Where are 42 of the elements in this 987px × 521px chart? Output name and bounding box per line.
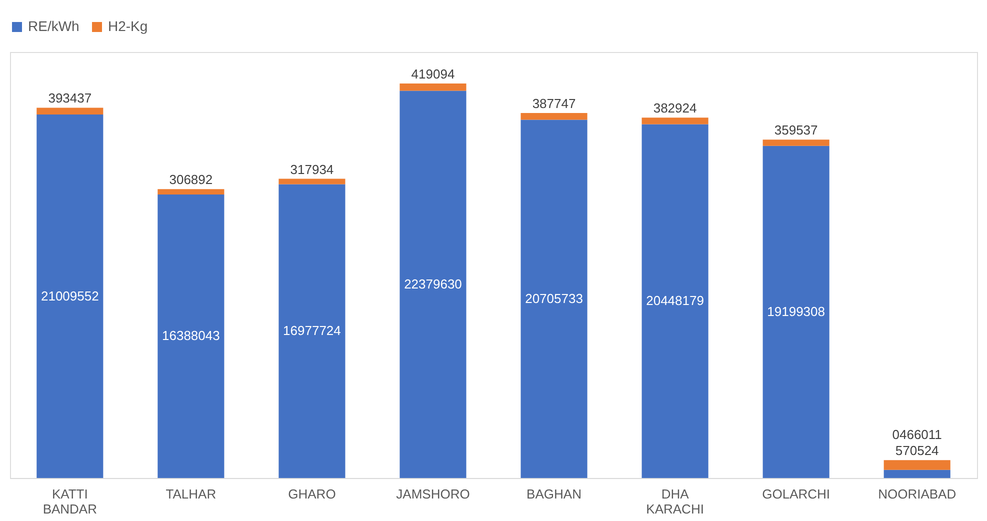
data-label: 16977724	[283, 323, 341, 338]
data-label: 393437	[48, 90, 92, 106]
x-tick-label: JAMSHORO	[396, 486, 470, 502]
bar	[520, 113, 588, 120]
x-tick-label: GHARO	[288, 486, 336, 502]
bar	[884, 460, 950, 470]
bar	[278, 184, 346, 478]
bar	[158, 194, 224, 478]
legend-label: H2-Kg	[108, 18, 148, 34]
data-label: 317934	[290, 162, 334, 177]
x-tick-label: TALHAR	[166, 486, 216, 502]
data-label: 21009552	[40, 288, 99, 304]
data-label: 359537	[774, 122, 818, 138]
bar	[400, 84, 466, 91]
bar	[642, 124, 708, 478]
data-label: 382924	[653, 100, 697, 116]
bar	[158, 189, 224, 194]
x-tick-label: DHA KARACHI	[646, 486, 704, 516]
x-tick-label: KATTI BANDAR	[42, 486, 97, 516]
bar	[762, 140, 830, 146]
data-label: 0466011	[892, 427, 942, 442]
bar	[400, 90, 466, 478]
data-label: 570524	[895, 443, 939, 458]
data-label: 22379630	[404, 276, 462, 292]
data-label: 419094	[411, 66, 455, 82]
data-label: 306892	[169, 172, 213, 188]
bar	[36, 114, 104, 478]
data-label: 16388043	[162, 328, 220, 344]
data-label: 19199308	[767, 304, 825, 319]
bar	[278, 178, 346, 184]
x-tick-label: BAGHAN	[526, 486, 582, 502]
legend-label: RE/kWh	[28, 18, 80, 34]
data-label: 387747	[532, 96, 576, 112]
x-tick-label: NOORIABAD	[878, 486, 956, 502]
bar	[884, 470, 950, 478]
bar	[36, 108, 104, 115]
x-tick-label: GOLARCHI	[762, 486, 830, 502]
bar	[520, 120, 588, 478]
bar	[642, 118, 708, 124]
bar	[762, 146, 830, 478]
data-label: 20448179	[646, 293, 704, 308]
data-label: 20705733	[525, 290, 583, 306]
